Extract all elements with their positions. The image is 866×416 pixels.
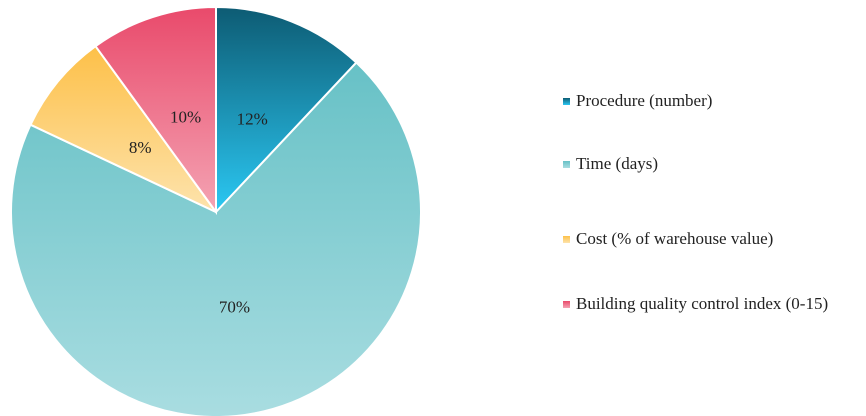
legend-swatch — [563, 301, 570, 308]
pie-slice — [10, 61, 422, 416]
legend-swatch — [563, 236, 570, 243]
data-label: 12% — [237, 109, 268, 128]
data-label: 8% — [129, 138, 152, 157]
pie-slice — [29, 44, 217, 213]
data-label: 70% — [219, 298, 250, 317]
legend-swatch — [563, 98, 570, 105]
legend-item: Time (days) — [560, 154, 860, 174]
legend-swatch — [563, 161, 570, 168]
legend-item: Cost (% of warehouse value) — [560, 229, 860, 249]
data-label: 10% — [170, 107, 201, 126]
pie-slice — [94, 5, 217, 216]
pie-slice — [215, 5, 358, 215]
legend-label: Procedure (number) — [576, 91, 713, 110]
legend-item: Building quality control index (0-15) — [560, 294, 860, 314]
pie-area: 12% 70% 8% 10% — [10, 5, 422, 416]
legend-label: Cost (% of warehouse value) — [576, 229, 774, 248]
legend-item: Procedure (number) — [560, 91, 860, 111]
legend-label: Building quality control index (0-15) — [576, 294, 829, 313]
legend-label: Time (days) — [576, 154, 659, 173]
